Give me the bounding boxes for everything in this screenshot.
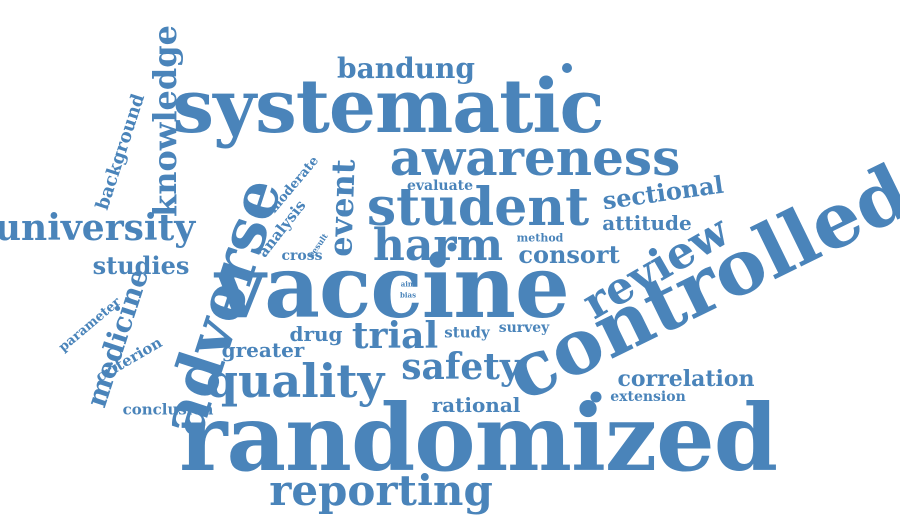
word-study: study (444, 323, 490, 342)
word-safety: safety (401, 346, 521, 388)
word-quality: quality (205, 354, 385, 408)
word-consort: consort (518, 240, 620, 269)
word-greater: greater (221, 338, 305, 362)
word-event: event (321, 158, 363, 258)
dot-mark (590, 391, 602, 403)
word-medicine: medicine (79, 264, 156, 412)
word-trial: trial (351, 315, 439, 357)
word-method: method (516, 231, 564, 245)
word-rational: rational (431, 393, 521, 417)
word-bandung: bandung (337, 52, 475, 85)
word-studies: studies (92, 251, 190, 280)
word-conclusion: conclusion (122, 400, 214, 419)
word-extension: extension (610, 389, 686, 405)
word-aim: aim (400, 279, 416, 289)
word-bias: bias (399, 290, 417, 300)
word-harm: harm (372, 220, 504, 271)
word-knowledge: knowledge (146, 25, 184, 217)
word-drug: drug (289, 322, 343, 346)
word-cross: cross (281, 248, 323, 264)
word-vaccine: vaccine (215, 237, 569, 338)
word-attitude: attitude (602, 211, 692, 235)
word-randomized: randomized (178, 384, 778, 492)
word-survey: survey (498, 320, 550, 336)
word-correlation: correlation (617, 366, 755, 392)
word-student: student (366, 177, 590, 238)
word-evaluate: evaluate (406, 178, 474, 194)
word-systematic: systematic (172, 64, 604, 150)
word-university: university (0, 207, 196, 249)
word-reporting: reporting (269, 466, 493, 515)
dot-mark (562, 63, 572, 73)
dot-mark (447, 242, 457, 252)
word-background: background (91, 91, 150, 213)
word-awareness: awareness (389, 128, 681, 187)
